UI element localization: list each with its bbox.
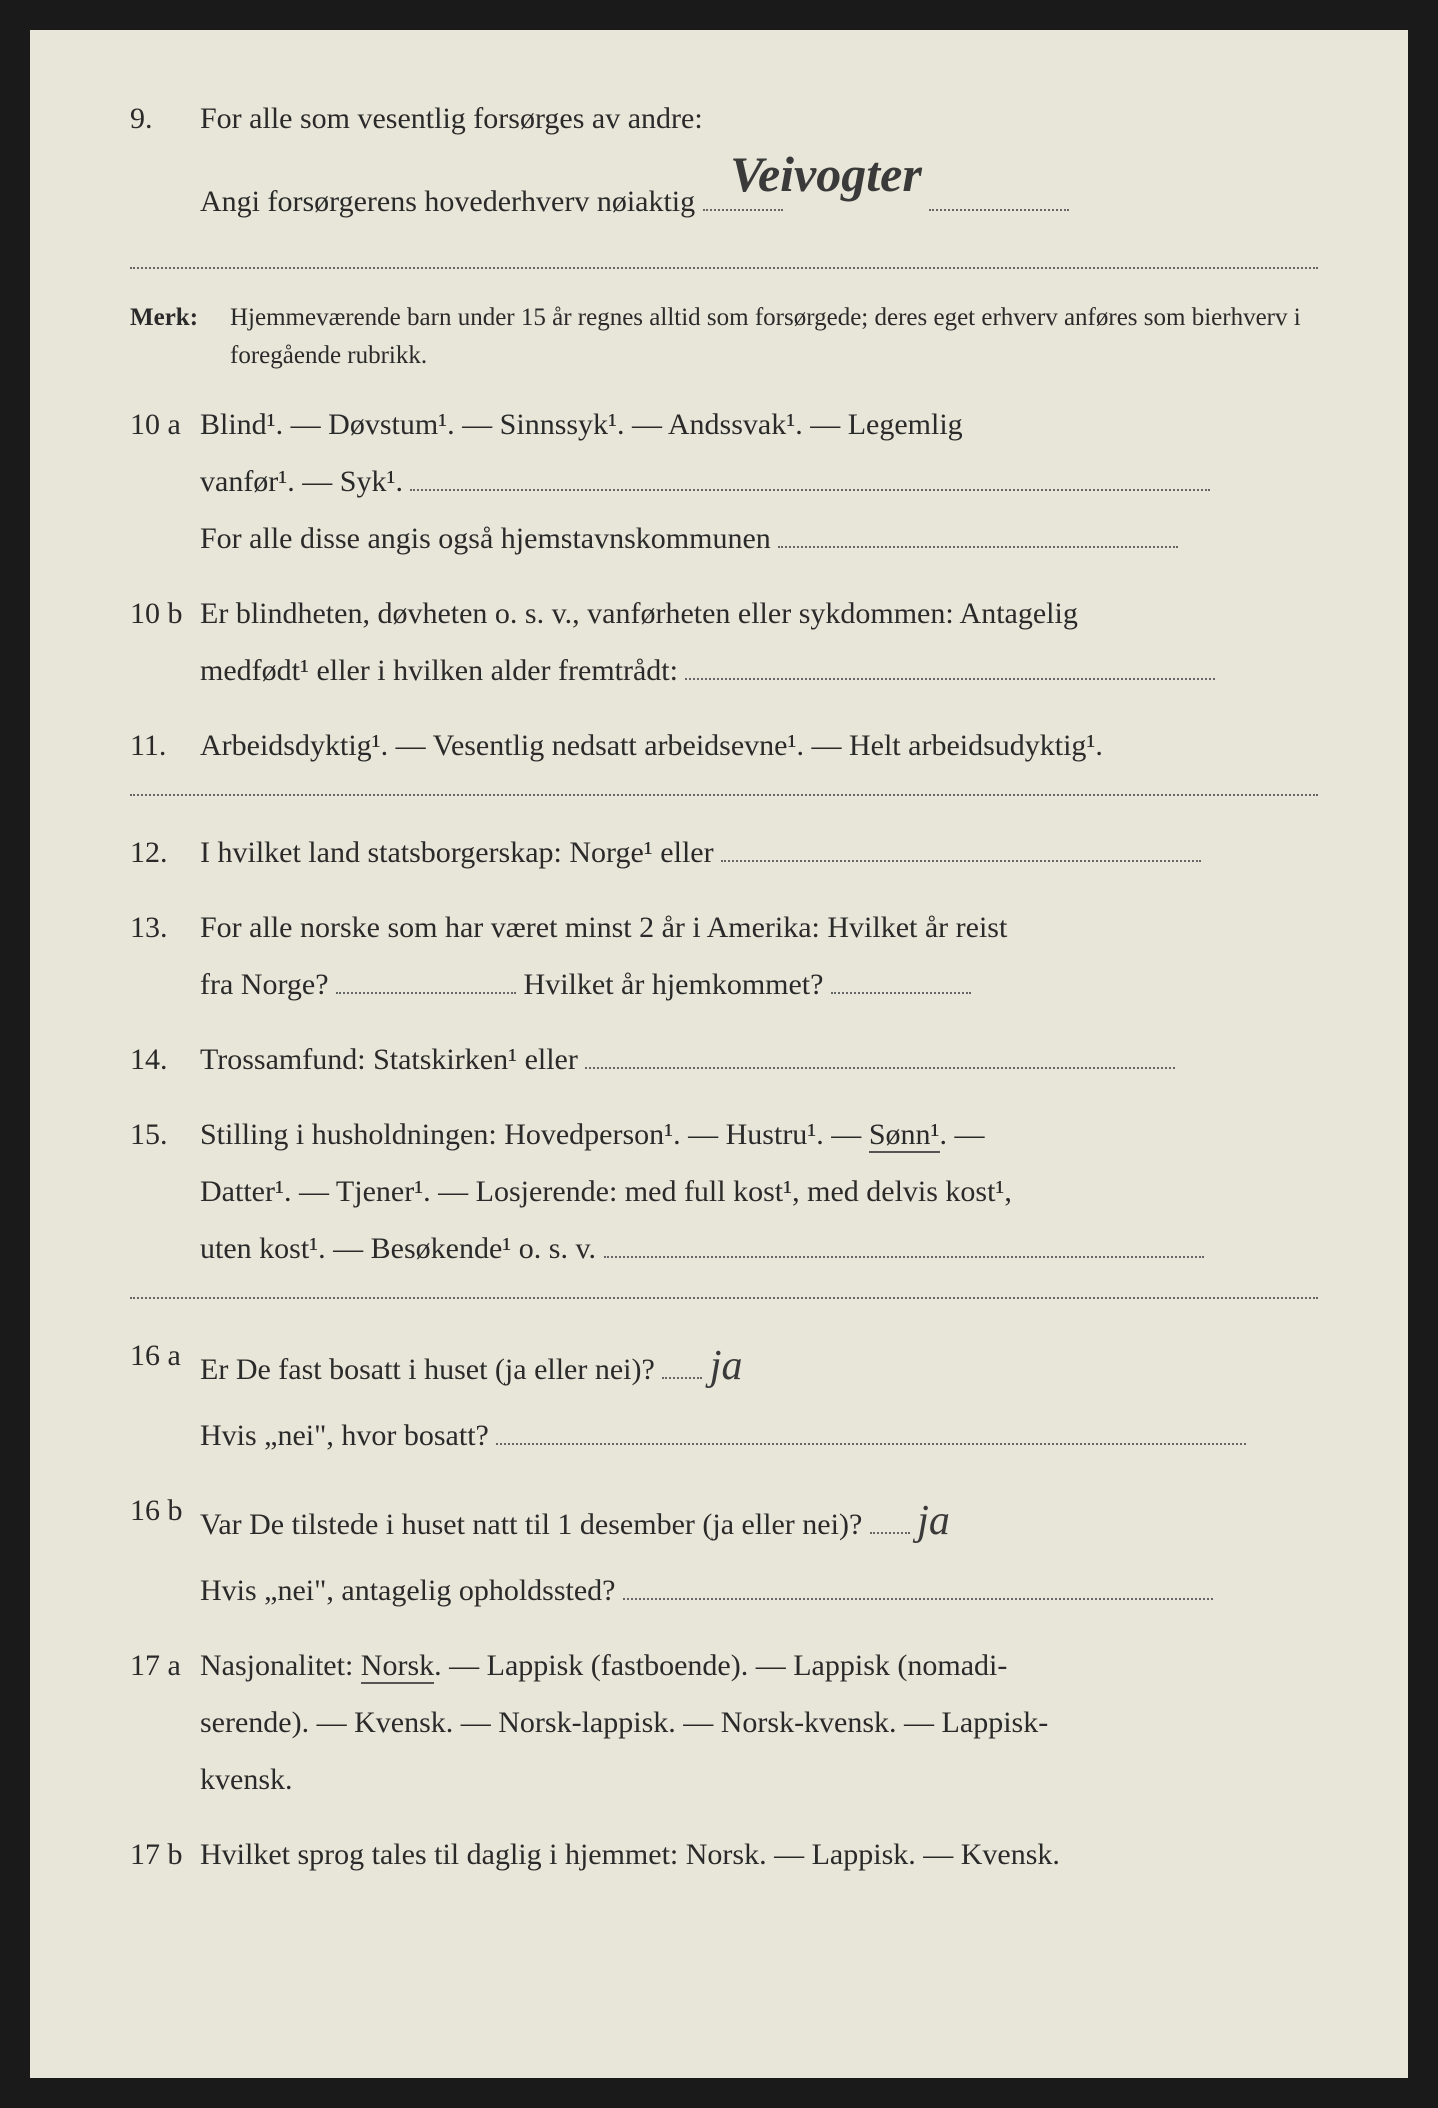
q15-text3: uten kost¹. — Besøkende¹ o. s. v. [200,1220,1318,1277]
q15-text2: Datter¹. — Tjener¹. — Losjerende: med fu… [200,1163,1318,1220]
q10b-text1: Er blindheten, døvheten o. s. v., vanfør… [200,585,1318,642]
q10b-text2: medfødt¹ eller i hvilken alder fremtrådt… [200,642,1318,699]
q17b-number: 17 b [130,1826,200,1883]
question-10a: 10 a Blind¹. — Døvstum¹. — Sinnssyk¹. — … [130,396,1318,567]
q11-text: Arbeidsdyktig¹. — Vesentlig nedsatt arbe… [200,717,1318,774]
q15-text1: Stilling i husholdningen: Hovedperson¹. … [200,1106,1318,1163]
q9-handwritten-answer: Veivogter [730,127,922,222]
q16a-text2: Hvis „nei", hvor bosatt? [200,1407,1318,1464]
q12-number: 12. [130,824,200,881]
question-12: 12. I hvilket land statsborgerskap: Norg… [130,824,1318,881]
q17a-text1: Nasjonalitet: Norsk. — Lappisk (fastboen… [200,1637,1318,1694]
divider [130,794,1318,796]
q14-number: 14. [130,1031,200,1088]
divider [130,1297,1318,1299]
q13-text2: fra Norge? Hvilket år hjemkommet? [200,956,1318,1013]
question-14: 14. Trossamfund: Statskirken¹ eller [130,1031,1318,1088]
q14-text: Trossamfund: Statskirken¹ eller [200,1031,1318,1088]
q16b-text1: Var De tilstede i huset natt til 1 desem… [200,1482,1318,1562]
question-16b: 16 b Var De tilstede i huset natt til 1 … [130,1482,1318,1619]
q10a-text1: Blind¹. — Døvstum¹. — Sinnssyk¹. — Andss… [200,396,1318,453]
q17a-text2: serende). — Kvensk. — Norsk-lappisk. — N… [200,1694,1318,1751]
q9-number: 9. [130,90,200,242]
q10a-number: 10 a [130,396,200,567]
q9-line2: Angi forsørgerens hovederhverv nøiaktig … [200,147,1318,242]
q17b-text: Hvilket sprog tales til daglig i hjemmet… [200,1826,1318,1883]
q17a-number: 17 a [130,1637,200,1808]
question-10b: 10 b Er blindheten, døvheten o. s. v., v… [130,585,1318,699]
q12-text: I hvilket land statsborgerskap: Norge¹ e… [200,824,1318,881]
question-16a: 16 a Er De fast bosatt i huset (ja eller… [130,1327,1318,1464]
q13-number: 13. [130,899,200,1013]
question-17a: 17 a Nasjonalitet: Norsk. — Lappisk (fas… [130,1637,1318,1808]
q17a-text3: kvensk. [200,1751,1318,1808]
q13-text1: For alle norske som har været minst 2 år… [200,899,1318,956]
document-page: 9. For alle som vesentlig forsørges av a… [30,30,1408,2078]
question-17b: 17 b Hvilket sprog tales til daglig i hj… [130,1826,1318,1883]
q16a-handwritten: ja [710,1327,743,1407]
q10a-text2: vanfør¹. — Syk¹. [200,453,1318,510]
question-13: 13. For alle norske som har været minst … [130,899,1318,1013]
q10b-number: 10 b [130,585,200,699]
divider [130,267,1318,269]
question-11: 11. Arbeidsdyktig¹. — Vesentlig nedsatt … [130,717,1318,774]
merk-note: Merk: Hjemmeværende barn under 15 år reg… [130,299,1318,374]
q16b-text2: Hvis „nei", antagelig opholdssted? [200,1562,1318,1619]
question-15: 15. Stilling i husholdningen: Hovedperso… [130,1106,1318,1277]
q16b-number: 16 b [130,1482,200,1619]
q16b-handwritten: ja [917,1482,950,1562]
q11-number: 11. [130,717,200,774]
merk-label: Merk: [130,299,230,374]
question-9: 9. For alle som vesentlig forsørges av a… [130,90,1318,242]
q10a-text3: For alle disse angis også hjemstavnskomm… [200,510,1318,567]
q16a-text1: Er De fast bosatt i huset (ja eller nei)… [200,1327,1318,1407]
q15-number: 15. [130,1106,200,1277]
merk-text: Hjemmeværende barn under 15 år regnes al… [230,299,1318,374]
q16a-number: 16 a [130,1327,200,1464]
